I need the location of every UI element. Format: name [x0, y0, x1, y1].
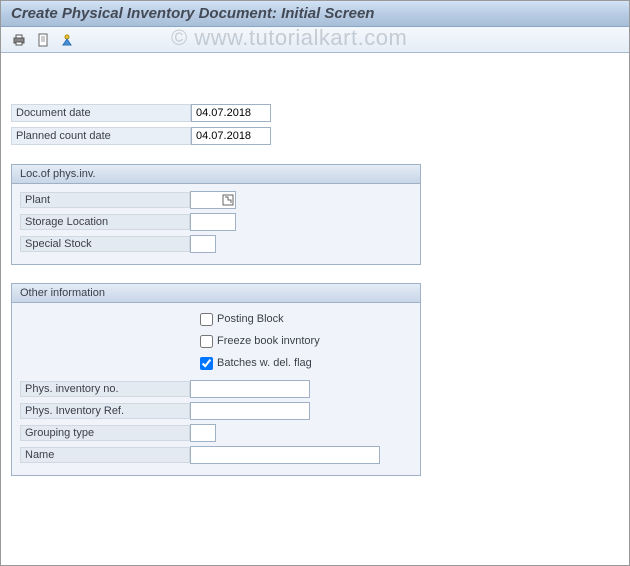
location-group: Loc.of phys.inv. Plant Storage Location …: [11, 164, 421, 265]
planned-date-row: Planned count date: [11, 126, 619, 146]
storage-location-input[interactable]: [190, 213, 236, 231]
name-label: Name: [20, 447, 190, 463]
phys-inv-no-label: Phys. inventory no.: [20, 381, 190, 397]
other-info-group: Other information Posting Block Freeze b…: [11, 283, 421, 476]
document-date-row: Document date: [11, 103, 619, 123]
phys-inv-ref-row: Phys. Inventory Ref.: [20, 401, 412, 421]
print-icon[interactable]: [11, 32, 27, 48]
overview-icon[interactable]: [59, 32, 75, 48]
document-date-label: Document date: [11, 104, 191, 122]
name-input[interactable]: [190, 446, 380, 464]
phys-inv-no-input[interactable]: [190, 380, 310, 398]
other-info-title: Other information: [12, 284, 420, 303]
freeze-book-checkbox[interactable]: [200, 335, 213, 348]
grouping-type-row: Grouping type: [20, 423, 412, 443]
phys-inv-ref-input[interactable]: [190, 402, 310, 420]
batches-flag-label: Batches w. del. flag: [217, 357, 312, 369]
phys-inv-ref-label: Phys. Inventory Ref.: [20, 403, 190, 419]
batches-flag-checkbox[interactable]: [200, 357, 213, 370]
special-stock-input[interactable]: [190, 235, 216, 253]
batches-flag-row: Batches w. del. flag: [200, 353, 412, 373]
special-stock-label: Special Stock: [20, 236, 190, 252]
planned-date-label: Planned count date: [11, 127, 191, 145]
phys-inv-no-row: Phys. inventory no.: [20, 379, 412, 399]
posting-block-row: Posting Block: [200, 309, 412, 329]
freeze-book-row: Freeze book invntory: [200, 331, 412, 351]
page-title: Create Physical Inventory Document: Init…: [11, 5, 374, 22]
storage-location-label: Storage Location: [20, 214, 190, 230]
posting-block-checkbox[interactable]: [200, 313, 213, 326]
plant-label: Plant: [20, 192, 190, 208]
location-group-title: Loc.of phys.inv.: [12, 165, 420, 184]
document-date-input[interactable]: [191, 104, 271, 122]
title-bar: Create Physical Inventory Document: Init…: [1, 1, 629, 27]
planned-date-input[interactable]: [191, 127, 271, 145]
plant-row: Plant: [20, 190, 412, 210]
storage-location-row: Storage Location: [20, 212, 412, 232]
grouping-type-input[interactable]: [190, 424, 216, 442]
content-area: Document date Planned count date Loc.of …: [1, 53, 629, 486]
freeze-book-label: Freeze book invntory: [217, 335, 320, 347]
plant-input[interactable]: [190, 191, 236, 209]
document-icon[interactable]: [35, 32, 51, 48]
posting-block-label: Posting Block: [217, 313, 284, 325]
grouping-type-label: Grouping type: [20, 425, 190, 441]
special-stock-row: Special Stock: [20, 234, 412, 254]
name-row: Name: [20, 445, 412, 465]
toolbar: [1, 27, 629, 53]
